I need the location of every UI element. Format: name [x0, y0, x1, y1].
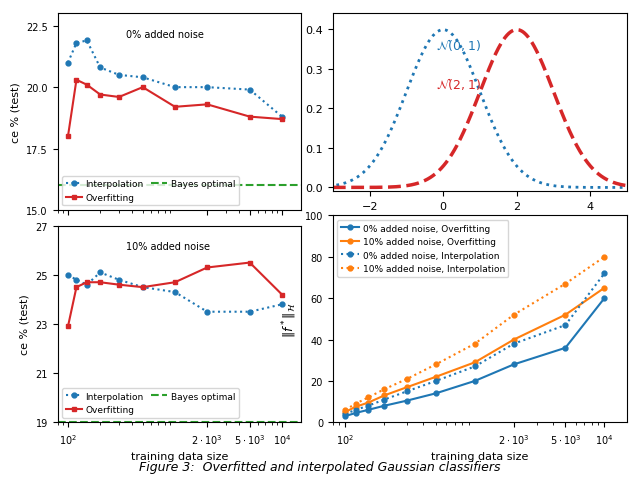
Line: 0% added noise, Interpolation: 0% added noise, Interpolation	[343, 271, 607, 417]
10% added noise, Interpolation	[600, 254, 608, 260]
10% added noise, Overfitting	[432, 374, 440, 380]
0% added noise, Overfitting	[352, 410, 360, 416]
0% added noise, Overfitting	[471, 378, 479, 384]
0% added noise, Overfitting	[561, 345, 569, 351]
10% added noise, Overfitting	[471, 360, 479, 365]
10% added noise, Overfitting	[381, 393, 388, 398]
Y-axis label: $\|f^*\|_\mathcal{H}$: $\|f^*\|_\mathcal{H}$	[280, 301, 299, 337]
0% added noise, Interpolation	[342, 411, 349, 417]
Y-axis label: probability density: probability density	[290, 51, 300, 155]
10% added noise, Interpolation	[352, 401, 360, 407]
0% added noise, Overfitting	[600, 296, 608, 301]
0% added noise, Overfitting	[381, 403, 388, 409]
X-axis label: training data size: training data size	[431, 451, 529, 461]
Legend: Interpolation, Overfitting, Bayes optimal: Interpolation, Overfitting, Bayes optima…	[62, 388, 239, 418]
0% added noise, Interpolation	[432, 378, 440, 384]
0% added noise, Interpolation	[403, 389, 411, 395]
Legend: 0% added noise, Overfitting, 10% added noise, Overfitting, 0% added noise, Inter: 0% added noise, Overfitting, 10% added n…	[337, 220, 508, 277]
10% added noise, Overfitting	[403, 384, 411, 390]
Line: 10% added noise, Interpolation: 10% added noise, Interpolation	[343, 255, 607, 412]
10% added noise, Overfitting	[342, 409, 349, 415]
Text: 10% added noise: 10% added noise	[125, 242, 210, 252]
10% added noise, Overfitting	[352, 404, 360, 410]
0% added noise, Interpolation	[561, 323, 569, 328]
Text: $\mathcal{N}(2,1)$: $\mathcal{N}(2,1)$	[436, 76, 481, 92]
0% added noise, Overfitting	[403, 398, 411, 404]
Text: $\mathcal{N}(0,1)$: $\mathcal{N}(0,1)$	[436, 37, 481, 53]
0% added noise, Overfitting	[510, 362, 518, 368]
0% added noise, Interpolation	[510, 341, 518, 347]
0% added noise, Interpolation	[600, 271, 608, 276]
0% added noise, Interpolation	[381, 397, 388, 403]
10% added noise, Interpolation	[342, 407, 349, 413]
0% added noise, Interpolation	[352, 407, 360, 413]
0% added noise, Interpolation	[364, 403, 372, 409]
X-axis label: training data size: training data size	[131, 451, 228, 461]
Text: Figure 3:  Overfitted and interpolated Gaussian classifiers: Figure 3: Overfitted and interpolated Ga…	[140, 460, 500, 473]
10% added noise, Interpolation	[381, 386, 388, 392]
10% added noise, Interpolation	[364, 395, 372, 400]
X-axis label: $x_1$: $x_1$	[473, 217, 487, 230]
10% added noise, Overfitting	[364, 400, 372, 406]
Text: 0% added noise: 0% added noise	[125, 30, 204, 40]
10% added noise, Interpolation	[403, 376, 411, 382]
10% added noise, Overfitting	[600, 285, 608, 291]
10% added noise, Interpolation	[510, 312, 518, 318]
Legend: Interpolation, Overfitting, Bayes optimal: Interpolation, Overfitting, Bayes optima…	[62, 176, 239, 206]
Y-axis label: ce % (test): ce % (test)	[20, 294, 30, 355]
0% added noise, Overfitting	[432, 391, 440, 396]
10% added noise, Interpolation	[432, 362, 440, 368]
10% added noise, Interpolation	[561, 281, 569, 287]
0% added noise, Overfitting	[342, 413, 349, 419]
0% added noise, Interpolation	[471, 364, 479, 370]
10% added noise, Overfitting	[510, 337, 518, 343]
Line: 10% added noise, Overfitting: 10% added noise, Overfitting	[343, 286, 607, 415]
Line: 0% added noise, Overfitting: 0% added noise, Overfitting	[343, 296, 607, 419]
Y-axis label: ce % (test): ce % (test)	[11, 82, 20, 143]
10% added noise, Overfitting	[561, 312, 569, 318]
10% added noise, Interpolation	[471, 341, 479, 347]
0% added noise, Overfitting	[364, 407, 372, 413]
